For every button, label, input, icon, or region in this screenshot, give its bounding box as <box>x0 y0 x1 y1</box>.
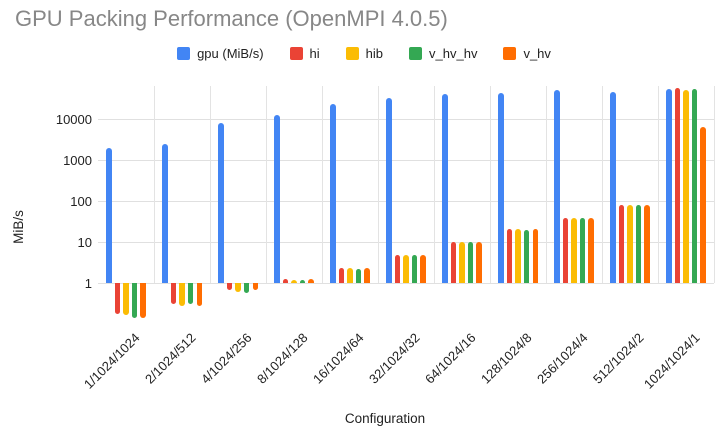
x-gridline <box>154 86 155 283</box>
y-gridline <box>98 242 714 243</box>
bar-gpu-mib-s-512-1024-2[interactable] <box>610 91 616 283</box>
bar-v-hv-hv-1-1024-1024[interactable] <box>131 283 138 318</box>
y-tick-label: 100 <box>70 193 92 209</box>
legend-label: hi <box>309 46 320 61</box>
x-gridline <box>210 86 211 283</box>
bar-v-hv-1-1024-1024[interactable] <box>140 283 146 318</box>
x-gridline <box>546 86 547 283</box>
y-gridline <box>98 160 714 161</box>
bar-hi-8-1024-128[interactable] <box>282 279 289 283</box>
bar-hib-2-1024-512[interactable] <box>179 283 185 306</box>
bar-gpu-mib-s-8-1024-128[interactable] <box>274 114 280 283</box>
bar-v-hv-hv-32-1024-32[interactable] <box>411 255 418 283</box>
legend-item-hi[interactable]: hi <box>289 46 320 61</box>
bar-hi-512-1024-2[interactable] <box>618 205 625 283</box>
x-gridline <box>266 86 267 283</box>
y-gridline <box>98 119 714 120</box>
legend-swatch <box>409 47 423 60</box>
legend-item-v-hv[interactable]: v_hv <box>503 46 551 61</box>
x-gridline <box>322 86 323 283</box>
legend-swatch <box>289 47 303 60</box>
x-gridline <box>378 86 379 283</box>
y-tick-label: 10 <box>77 234 92 250</box>
legend: gpu (MiB/s) hi hib v_hv_hv v_hv <box>0 46 728 61</box>
bar-gpu-mib-s-64-1024-16[interactable] <box>442 94 448 283</box>
bar-gpu-mib-s-16-1024-64[interactable] <box>330 104 336 283</box>
y-tick-label: 1000 <box>63 152 92 168</box>
bar-hi-16-1024-64[interactable] <box>338 268 345 283</box>
bar-v-hv-512-1024-2[interactable] <box>644 204 650 283</box>
x-gridline <box>490 86 491 283</box>
x-gridline <box>714 86 715 283</box>
bar-v-hv-hv-8-1024-128[interactable] <box>299 279 306 283</box>
bar-hib-1024-1024-1[interactable] <box>683 90 689 283</box>
x-gridline <box>658 86 659 283</box>
bar-gpu-mib-s-256-1024-4[interactable] <box>554 90 560 283</box>
bar-gpu-mib-s-2-1024-512[interactable] <box>162 144 168 283</box>
legend-swatch <box>345 47 359 60</box>
legend-swatch <box>177 47 191 60</box>
bar-hi-128-1024-8[interactable] <box>506 229 513 283</box>
bar-v-hv-128-1024-8[interactable] <box>532 228 538 283</box>
bar-v-hv-64-1024-16[interactable] <box>476 241 482 283</box>
bar-hib-256-1024-4[interactable] <box>571 218 577 283</box>
bar-hi-4-1024-256[interactable] <box>226 283 233 291</box>
x-gridline <box>434 86 435 283</box>
y-gridline <box>98 201 714 202</box>
bar-hib-8-1024-128[interactable] <box>291 279 297 283</box>
bar-hib-16-1024-64[interactable] <box>347 268 353 283</box>
bar-v-hv-hv-128-1024-8[interactable] <box>523 229 530 283</box>
x-axis-title: Configuration <box>344 411 426 426</box>
bar-hib-512-1024-2[interactable] <box>627 204 633 283</box>
bar-gpu-mib-s-32-1024-32[interactable] <box>386 98 392 283</box>
legend-label: hib <box>365 46 384 61</box>
bar-v-hv-hv-64-1024-16[interactable] <box>467 242 474 283</box>
bar-hi-1-1024-1024[interactable] <box>114 283 121 314</box>
legend-label: gpu (MiB/s) <box>197 46 264 61</box>
bar-hib-64-1024-16[interactable] <box>459 242 465 283</box>
chart-title: GPU Packing Performance (OpenMPI 4.0.5) <box>15 6 448 31</box>
bar-gpu-mib-s-1024-1024-1[interactable] <box>666 89 672 283</box>
bar-hib-128-1024-8[interactable] <box>515 228 521 283</box>
legend-label: v_hv_hv <box>429 46 478 61</box>
bar-v-hv-16-1024-64[interactable] <box>364 267 370 283</box>
y-gridline <box>98 283 714 284</box>
bar-v-hv-32-1024-32[interactable] <box>420 254 426 283</box>
bar-v-hv-hv-256-1024-4[interactable] <box>579 218 586 283</box>
bar-hib-1-1024-1024[interactable] <box>123 283 129 315</box>
bar-v-hv-hv-512-1024-2[interactable] <box>635 205 642 283</box>
legend-swatch <box>503 47 517 60</box>
bar-hi-32-1024-32[interactable] <box>394 255 401 283</box>
bar-v-hv-hv-4-1024-256[interactable] <box>243 283 250 293</box>
bar-v-hv-hv-1024-1024-1[interactable] <box>691 88 698 283</box>
bar-gpu-mib-s-1-1024-1024[interactable] <box>106 147 112 283</box>
bar-v-hv-256-1024-4[interactable] <box>588 217 594 283</box>
bar-gpu-mib-s-4-1024-256[interactable] <box>218 123 224 283</box>
bar-v-hv-8-1024-128[interactable] <box>308 279 314 283</box>
bar-v-hv-hv-2-1024-512[interactable] <box>187 283 194 304</box>
bar-v-hv-4-1024-256[interactable] <box>252 283 258 291</box>
bar-hi-256-1024-4[interactable] <box>562 218 569 283</box>
legend-item-gpu-mib-s[interactable]: gpu (MiB/s) <box>177 46 264 61</box>
bar-gpu-mib-s-128-1024-8[interactable] <box>498 92 504 283</box>
bar-hib-4-1024-256[interactable] <box>235 283 241 292</box>
bar-v-hv-1024-1024-1[interactable] <box>700 126 706 283</box>
bar-v-hv-hv-16-1024-64[interactable] <box>355 268 362 283</box>
bar-hi-64-1024-16[interactable] <box>450 242 457 283</box>
y-axis-title: MiB/s <box>11 210 26 244</box>
legend-label: v_hv <box>523 46 551 61</box>
x-gridline <box>602 86 603 283</box>
bar-hi-1024-1024-1[interactable] <box>674 88 681 283</box>
bar-v-hv-2-1024-512[interactable] <box>196 283 202 306</box>
bar-hi-2-1024-512[interactable] <box>170 283 177 304</box>
legend-item-v-hv-hv[interactable]: v_hv_hv <box>409 46 477 61</box>
bar-hib-32-1024-32[interactable] <box>403 255 409 283</box>
y-tick-label: 10000 <box>55 111 92 127</box>
legend-item-hib[interactable]: hib <box>345 46 384 61</box>
y-tick-label: 1 <box>84 275 92 291</box>
